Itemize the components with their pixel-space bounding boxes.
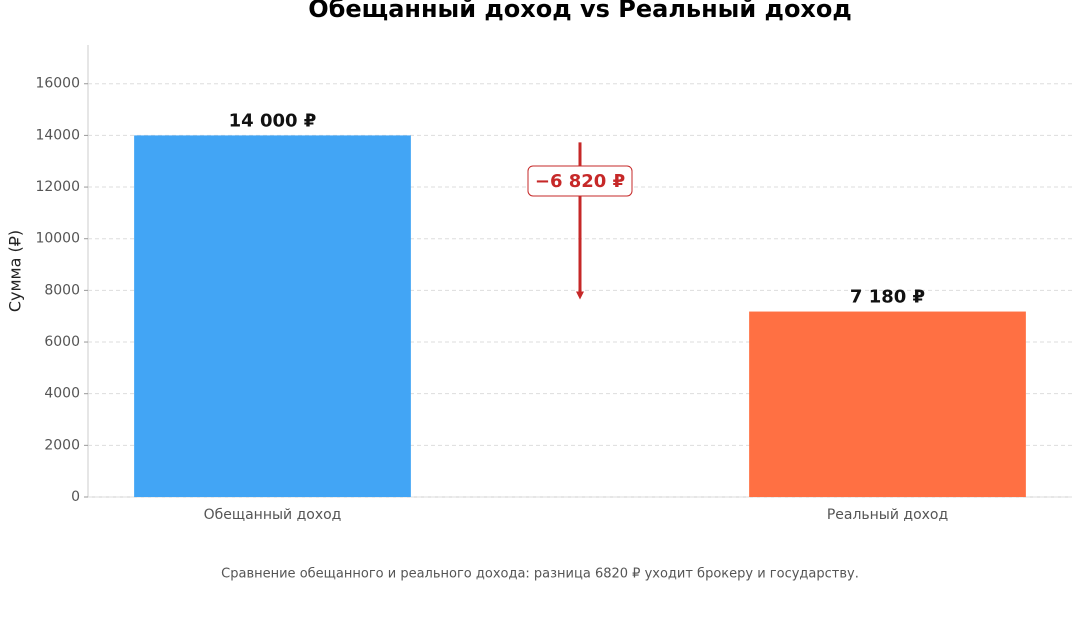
- x-tick-label: Обещанный доход: [204, 507, 342, 523]
- x-tick-label: Реальный доход: [827, 507, 948, 523]
- bar: [134, 135, 411, 497]
- difference-arrow-head: [576, 291, 584, 300]
- y-tick-label: 8000: [44, 282, 80, 298]
- chart-title: Обещанный доход vs Реальный доход: [308, 0, 852, 23]
- y-tick-label: 16000: [35, 76, 80, 92]
- value-label: 14 000 ₽: [229, 110, 317, 131]
- annotation: −6 820 ₽: [535, 171, 625, 192]
- value-label: 7 180 ₽: [850, 287, 925, 308]
- caption: Сравнение обещанного и реального дохода:…: [221, 567, 859, 582]
- y-tick-label: 0: [71, 489, 80, 505]
- y-tick-label: 6000: [44, 334, 80, 350]
- bar: [749, 311, 1026, 497]
- annotation-box: [527, 165, 633, 197]
- y-tick-label: 4000: [44, 386, 80, 402]
- y-tick-label: 14000: [35, 127, 80, 143]
- y-tick-label: 12000: [35, 179, 80, 195]
- y-tick-label: 10000: [35, 231, 80, 247]
- y-axis-label: Сумма (₽): [6, 230, 25, 312]
- y-tick-label: 2000: [44, 437, 80, 453]
